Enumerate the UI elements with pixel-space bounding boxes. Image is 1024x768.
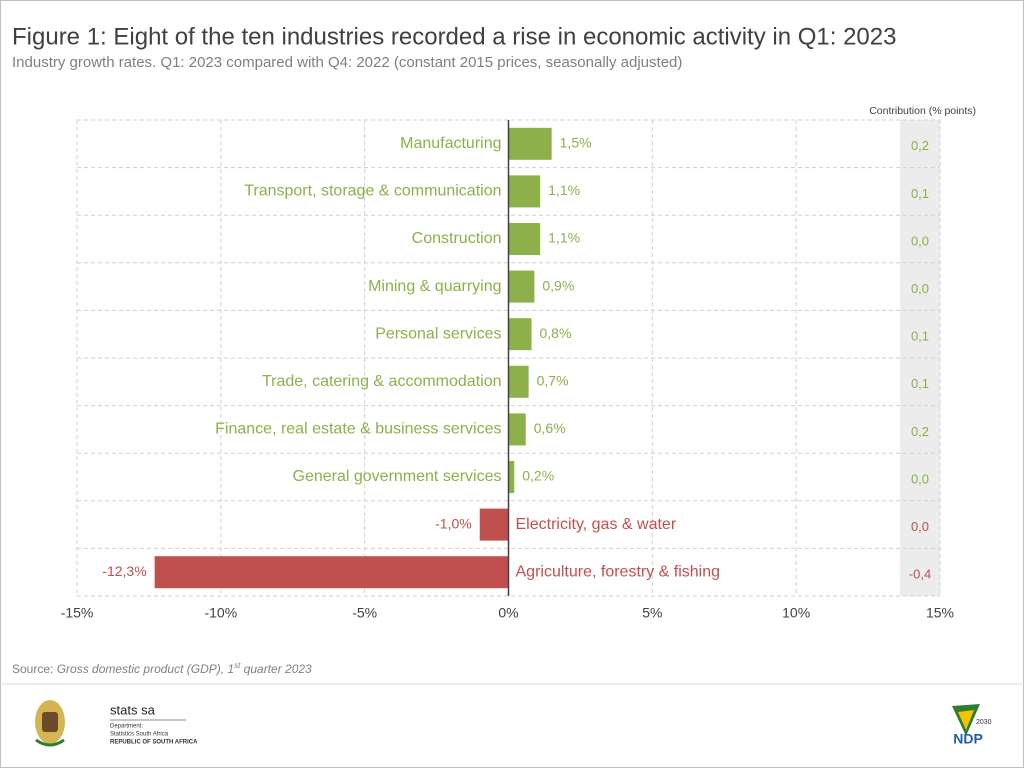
bar xyxy=(508,365,529,398)
category-label: General government services xyxy=(293,468,502,485)
contribution-value: 0,1 xyxy=(911,376,929,391)
category-label: Trade, catering & accommodation xyxy=(262,373,502,390)
value-label: -12,3% xyxy=(102,563,146,579)
x-tick-label: -10% xyxy=(204,605,237,621)
contribution-value: 0,1 xyxy=(911,329,929,344)
ndp-year: 2030 xyxy=(976,719,992,726)
source-sup: st xyxy=(234,661,241,670)
plot-area: -15% -10% -5% 0% 5% 10% 15% Manufacturing 1,5% 0,… xyxy=(61,119,954,621)
bar xyxy=(154,556,509,589)
source-rest-text: quarter 2023 xyxy=(244,662,312,676)
bar xyxy=(479,508,509,541)
x-tick-label: 10% xyxy=(782,605,810,621)
value-label: 0,9% xyxy=(542,277,574,293)
bar xyxy=(508,175,541,208)
x-tick-label: 0% xyxy=(498,605,518,621)
bar xyxy=(508,270,535,303)
contribution-value: 0,0 xyxy=(911,281,929,296)
ndp-text: NDP xyxy=(953,731,983,747)
category-label: Construction xyxy=(412,230,502,247)
org-name: stats sa xyxy=(110,702,156,717)
contribution-value: 0,2 xyxy=(911,424,929,439)
value-label: 0,8% xyxy=(540,325,572,341)
contribution-value: 0,0 xyxy=(911,519,929,534)
contribution-value: -0,4 xyxy=(909,567,931,582)
x-tick-label: 15% xyxy=(926,605,954,621)
category-label: Transport, storage & communication xyxy=(244,183,501,200)
bar xyxy=(508,127,552,160)
category-label: Electricity, gas & water xyxy=(516,516,677,533)
x-tick-label: 5% xyxy=(642,605,662,621)
source-label: Source: xyxy=(12,662,53,676)
contribution-value: 0,1 xyxy=(911,186,929,201)
country: REPUBLIC OF SOUTH AFRICA xyxy=(110,740,198,746)
value-label: 0,6% xyxy=(534,420,566,436)
chart-subtitle: Industry growth rates. Q1: 2023 compared… xyxy=(12,54,682,71)
bar xyxy=(508,318,532,351)
value-label: 1,5% xyxy=(560,135,592,151)
category-label: Personal services xyxy=(375,325,501,342)
contribution-value: 0,2 xyxy=(911,138,929,153)
coat-of-arms xyxy=(35,700,65,747)
contribution-value: 0,0 xyxy=(911,471,929,486)
category-label: Mining & quarrying xyxy=(368,278,501,295)
value-label: 1,1% xyxy=(548,182,580,198)
source: Source: Gross domestic product (GDP), 1s… xyxy=(12,661,312,676)
bar xyxy=(508,223,541,255)
value-label: 1,1% xyxy=(548,230,580,246)
value-label: -1,0% xyxy=(435,515,472,531)
bar xyxy=(508,413,526,446)
category-label: Agriculture, forestry & fishing xyxy=(516,563,721,580)
chart-title: Figure 1: Eight of the ten industries re… xyxy=(12,23,896,50)
category-label: Manufacturing xyxy=(400,135,501,152)
x-tick-label: -5% xyxy=(352,605,377,621)
x-tick-label: -15% xyxy=(61,605,94,621)
value-label: 0,7% xyxy=(537,373,569,389)
ndp-logo: 2030 NDP xyxy=(952,704,992,747)
category-label: Finance, real estate & business services xyxy=(215,421,501,438)
contribution-value: 0,0 xyxy=(911,233,929,248)
dept-line: Department: xyxy=(110,724,143,730)
dept-name: Statistics South Africa xyxy=(110,732,169,738)
source-text: Gross domestic product (GDP), 1 xyxy=(57,662,234,676)
value-label: 0,2% xyxy=(522,468,554,484)
contribution-title: Contribution (% points) xyxy=(869,105,976,117)
bar xyxy=(508,461,515,493)
